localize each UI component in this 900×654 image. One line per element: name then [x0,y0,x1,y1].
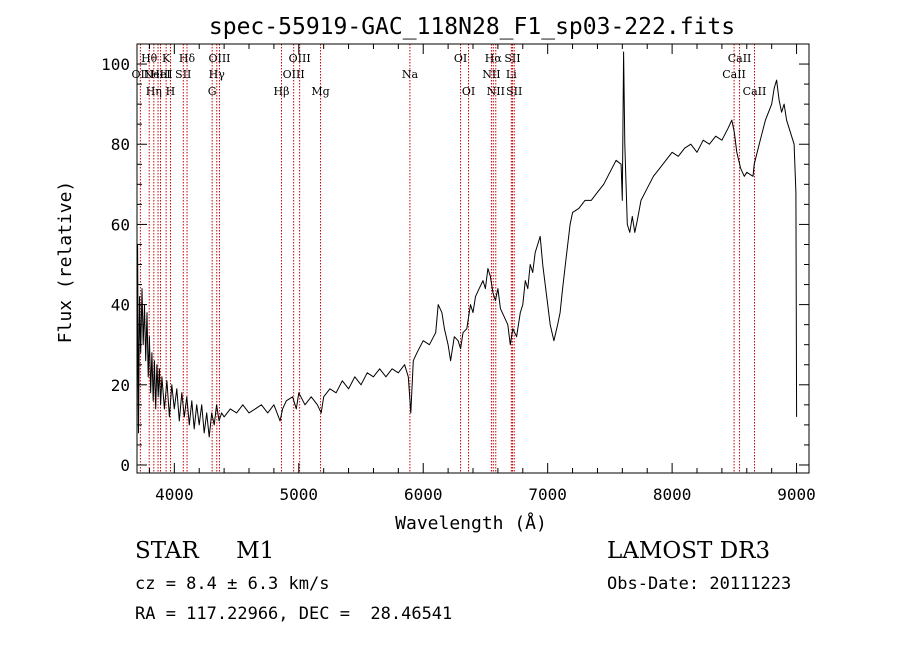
x-tick-label-8000: 8000 [653,485,692,504]
spectral-line-label-16: Na [402,68,419,81]
spectral-line-label-20: Hα [485,52,503,65]
object-subclass-label: M1 [236,538,275,564]
y-tick-label-0: 0 [120,456,130,475]
x-tick-label-7000: 7000 [528,485,567,504]
spectral-line-markers [139,44,755,473]
flux-series-line-0 [136,51,798,445]
spectral-line-label-17: OI [454,52,467,65]
y-tick-label-20: 20 [111,376,130,395]
spectral-line-label-7: SII [175,68,191,81]
x-tick-label-9000: 9000 [777,485,816,504]
x-tick-label-6000: 6000 [404,485,443,504]
spectral-line-label-15: Mg [311,85,329,98]
redshift-text: cz = 8.4 ± 6.3 km/s [135,574,330,594]
spectral-line-label-0: OII [132,68,150,81]
coordinates-text: RA = 117.22966, DEC = 28.46541 [135,604,453,624]
spectral-line-label-5: K [162,52,171,65]
plot-frame [136,43,810,474]
object-class: STAR M1 [135,538,274,564]
spectral-line-label-26: CaII [728,52,752,65]
y-tick-label-100: 100 [101,55,130,74]
spectral-line-label-8: Hδ [179,52,196,65]
spectral-line-label-3: NeIII [143,68,172,81]
spectral-line-label-25: CaII [722,68,746,81]
y-tick-label-40: 40 [111,296,130,315]
spectral-line-label-9: G [208,85,217,98]
spectral-line-label-21: NII [487,85,505,98]
flux-series [136,51,798,445]
spectral-line-label-27: CaII [743,85,767,98]
spectral-line-label-18: OI [462,85,475,98]
obs-date-text: Obs-Date: 20111223 [607,574,792,594]
spectral-line-label-13: OIII [283,68,305,81]
spectral-line-label-2: Hη [146,85,162,98]
x-tick-label-5000: 5000 [280,485,319,504]
spectral-line-label-1: Hθ [141,52,158,65]
object-class-label: STAR [135,538,199,564]
x-tick-label-4000: 4000 [155,485,194,504]
spectral-line-label-23: SII [504,52,520,65]
y-tick-label-60: 60 [111,215,130,234]
spectral-line-label-12: Hβ [274,85,290,98]
spectral-line-label-4: HeI [150,68,170,81]
spectral-line-label-11: OIII [208,52,230,65]
spectral-line-label-24: SII [506,85,522,98]
chart-title: spec-55919-GAC_118N28_F1_sp03-222.fits [209,14,735,40]
spectral-line-label-6: H [166,85,176,98]
y-axis-label: Flux (relative) [55,181,76,344]
axis-ticks: 4000 5000 6000 7000 8000 9000 0 20 40 60 80 100 [101,44,816,504]
spectral-line-label-14: OIII [289,52,311,65]
spectral-line-label-10: Hγ [209,68,226,81]
spectral-line-label-19: NII [482,68,500,81]
y-tick-label-80: 80 [111,135,130,154]
spectral-line-label-22: Li [506,68,517,81]
x-axis-label: Wavelength (Å) [395,512,547,534]
survey-label: LAMOST DR3 [607,538,771,564]
